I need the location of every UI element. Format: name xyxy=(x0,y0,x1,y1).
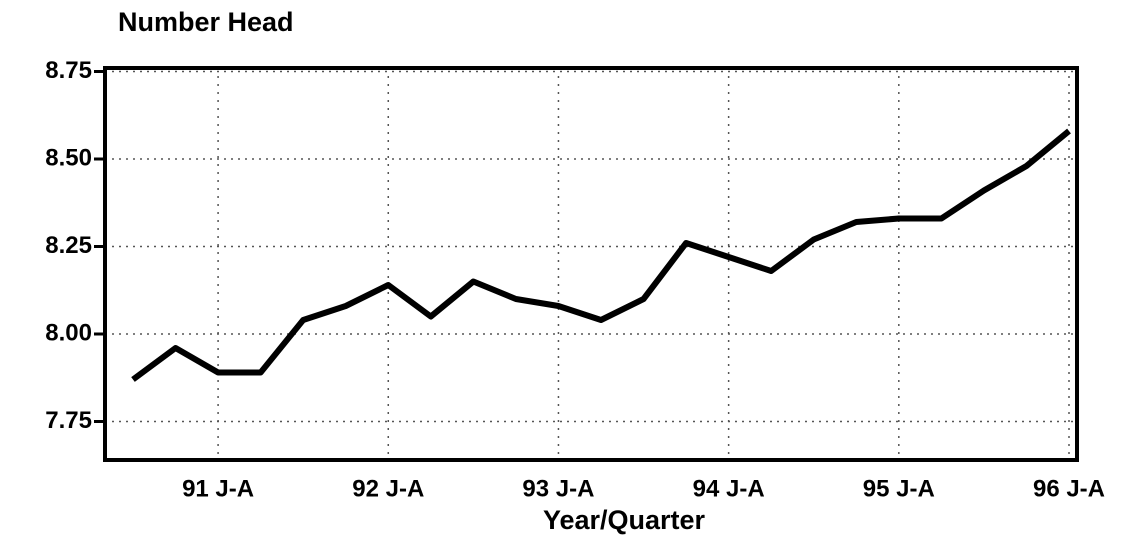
chart-title: Number Head xyxy=(118,7,294,37)
x-tick-label: 95 J-A xyxy=(863,475,935,502)
x-axis-label: Year/Quarter xyxy=(543,505,706,535)
x-tick-label: 96 J-A xyxy=(1033,475,1105,502)
plot-frame xyxy=(103,66,1079,462)
y-tick-label: 8.25 xyxy=(45,232,92,259)
x-tick-label: 93 J-A xyxy=(522,475,594,502)
x-tick-label: 94 J-A xyxy=(693,475,765,502)
x-tick-label: 92 J-A xyxy=(352,475,424,502)
y-tick-label: 8.50 xyxy=(45,144,92,171)
y-tick-label: 8.75 xyxy=(45,57,92,84)
y-tick-label: 8.00 xyxy=(45,319,92,346)
x-tick-label: 91 J-A xyxy=(182,475,254,502)
line xyxy=(131,128,1071,382)
y-tick-label: 7.75 xyxy=(45,407,92,434)
